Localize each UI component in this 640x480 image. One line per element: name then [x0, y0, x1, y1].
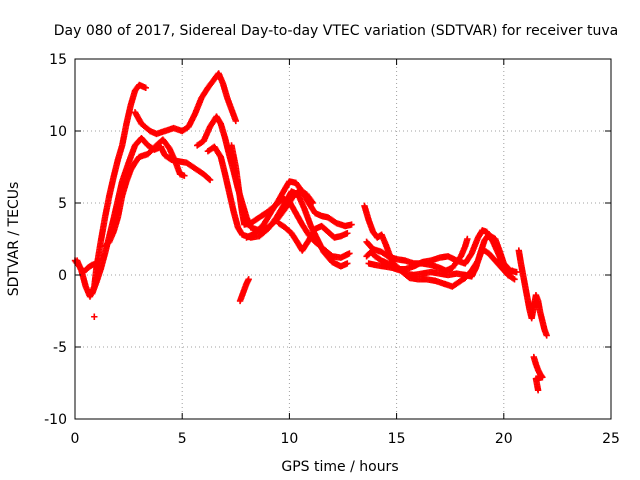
series-tuva-f [204, 143, 351, 270]
data-point [513, 268, 520, 276]
data-point [181, 172, 188, 179]
data-point [232, 117, 239, 125]
x-tick-label: 25 [602, 431, 620, 447]
series-tuva-d [131, 70, 239, 138]
axis-ticks: 0 5 10 15 20 25 -10 -5 0 5 10 15 [44, 52, 620, 447]
series-tuva-r [530, 353, 546, 394]
x-tick-label: 10 [280, 431, 298, 447]
chart-title: Day 080 of 2017, Sidereal Day-to-day VTE… [54, 23, 618, 39]
data-point [543, 332, 550, 339]
series-tuva-j [236, 276, 252, 305]
x-tick-label: 20 [495, 431, 513, 447]
y-tick-label: -5 [53, 340, 67, 356]
x-axis-label: GPS time / hours [281, 459, 398, 475]
data-point [344, 230, 351, 237]
y-tick-label: -10 [44, 412, 67, 428]
y-tick-label: 10 [49, 124, 67, 140]
y-tick-label: 15 [49, 52, 67, 68]
data-point [142, 84, 149, 91]
series-tuva-h [243, 178, 355, 241]
data-point [534, 387, 542, 394]
series-tuva-k [71, 257, 100, 276]
y-axis-label: SDTVAR / TECUs [6, 182, 22, 297]
data-point [93, 260, 100, 267]
series-tuva-c [101, 136, 188, 250]
series-tuva-l [91, 313, 98, 320]
series-tuva-p [363, 235, 471, 274]
data-point [510, 275, 517, 282]
plot-frame [74, 58, 612, 420]
x-tick-label: 5 [178, 431, 187, 447]
data-point [464, 235, 471, 243]
y-tick-label: 5 [58, 196, 67, 212]
series-tuva-o [365, 245, 518, 290]
data-point [205, 175, 213, 183]
data-point [348, 221, 355, 228]
data-points [71, 70, 550, 394]
series-tuva-g [228, 142, 353, 261]
data-point [511, 276, 518, 283]
data-point [344, 260, 351, 267]
x-tick-label: 15 [388, 431, 406, 447]
y-tick-label: 0 [58, 268, 67, 284]
series-tuva-q [515, 247, 550, 339]
grid-lines [75, 59, 611, 419]
series-tuva-i [275, 219, 351, 254]
data-point [245, 276, 252, 283]
data-point [91, 313, 98, 320]
data-point [346, 250, 353, 257]
data-point [206, 176, 214, 184]
x-tick-label: 0 [71, 431, 80, 447]
